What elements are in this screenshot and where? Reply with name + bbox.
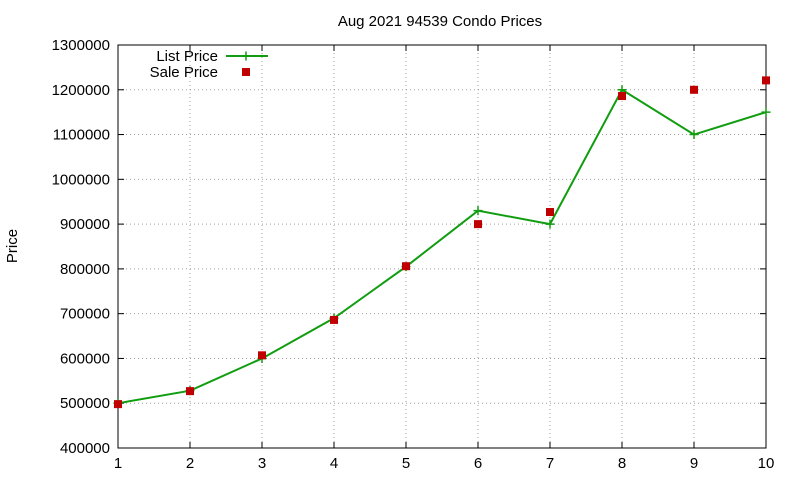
list-price-point (473, 206, 483, 216)
y-tick-label: 900000 (60, 216, 110, 233)
sale-price-point (762, 76, 770, 85)
x-tick-label: 2 (186, 455, 194, 472)
y-tick-label: 1300000 (52, 37, 110, 54)
sale-price-point (186, 387, 194, 396)
sale-price-point (618, 92, 626, 101)
x-tick-label: 7 (546, 455, 554, 472)
x-tick-label: 4 (330, 455, 338, 472)
y-tick-label: 1200000 (52, 82, 110, 99)
sale-price-point (474, 220, 482, 229)
y-tick-label: 1100000 (53, 127, 110, 144)
legend-marker-plus (241, 51, 251, 61)
sale-price-point (402, 262, 410, 271)
x-tick-label: 9 (690, 455, 698, 472)
list-price-line (117, 88, 767, 405)
y-axis-label: Price (4, 229, 21, 263)
sale-price-point (330, 315, 338, 324)
list-price-point (689, 130, 699, 140)
list-price-point (545, 219, 555, 229)
sale-price-point (258, 351, 266, 360)
x-tick-label: 3 (258, 455, 266, 472)
x-tick-label: 6 (474, 455, 482, 472)
x-tick-label: 1 (114, 455, 122, 472)
sale-price-point (690, 85, 698, 94)
sale-price-point (546, 208, 554, 217)
legend-marker-square (242, 68, 250, 76)
y-tick-label: 400000 (60, 440, 110, 457)
y-tick-label: 600000 (60, 350, 110, 367)
list-price-point (761, 107, 771, 117)
y-tick-label: 700000 (60, 306, 110, 323)
legend-label: Sale Price (150, 64, 218, 81)
x-tick-label: 5 (402, 455, 410, 472)
sale-price-point (114, 400, 122, 409)
legend-label: List Price (156, 48, 218, 65)
series-layer (113, 76, 771, 409)
plot-frame (117, 44, 767, 449)
grid-layer (118, 45, 766, 448)
x-tick-label: 8 (618, 455, 626, 472)
chart-title: Aug 2021 94539 Condo Prices (338, 13, 542, 30)
y-tick-label: 500000 (60, 395, 110, 412)
y-tick-label: 800000 (60, 261, 110, 278)
y-tick-label: 1000000 (52, 171, 110, 188)
x-tick-label: 10 (758, 455, 775, 472)
axes-layer: 400000 500000 600000 700000 800000 900000 1000… (52, 37, 775, 472)
